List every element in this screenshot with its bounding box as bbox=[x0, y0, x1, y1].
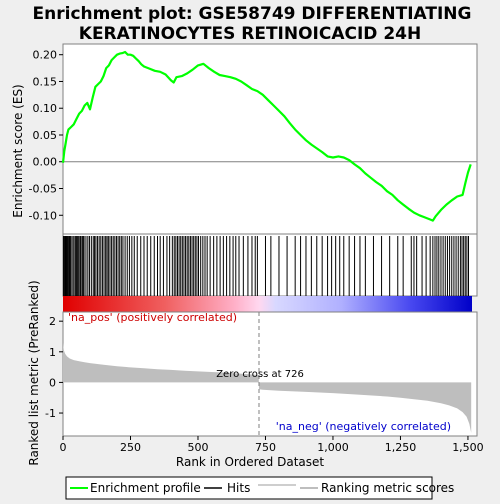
metric-y-tick-label: 1 bbox=[49, 346, 56, 359]
metric-y-tick-label: 2 bbox=[49, 315, 56, 328]
x-axis-label: Rank in Ordered Dataset bbox=[176, 455, 324, 469]
metric-area-layer bbox=[63, 342, 472, 433]
es-y-tick-label: -0.05 bbox=[29, 183, 57, 196]
x-tick-label: 0 bbox=[60, 441, 67, 454]
x-tick-label: 750 bbox=[255, 441, 276, 454]
es-y-tick-label: 0.05 bbox=[33, 129, 58, 142]
enrichment-profile-line bbox=[61, 50, 472, 222]
es-y-tick-label: 0.20 bbox=[33, 49, 58, 62]
es-y-tick-label: 0.00 bbox=[33, 156, 58, 169]
metric-y-axis-label: Ranked list metric (PreRanked) bbox=[27, 280, 41, 465]
x-tick-label: 1,250 bbox=[385, 441, 417, 454]
es-y-tick-label: -0.10 bbox=[29, 209, 57, 222]
hits-layer bbox=[63, 236, 469, 296]
x-axis: 0 250 500 750 1,000 1,250 1,500 bbox=[60, 436, 484, 454]
metric-y-axis: -1 0 1 2 bbox=[45, 315, 63, 420]
legend-label-hits: Hits bbox=[227, 481, 250, 495]
x-tick-label: 1,500 bbox=[452, 441, 484, 454]
chart-title-line1: Enrichment plot: GSE58749 DIFFERENTIATIN… bbox=[33, 4, 472, 24]
x-tick-label: 250 bbox=[120, 441, 141, 454]
chart-title-line2: KERATINOCYTES RETINOICACID 24H bbox=[79, 24, 421, 44]
es-y-tick-label: 0.10 bbox=[33, 102, 58, 115]
metric-y-tick-label: 0 bbox=[49, 376, 56, 389]
es-y-axis-label: Enrichment score (ES) bbox=[11, 84, 25, 217]
ranking-gradient-bar bbox=[63, 296, 472, 312]
es-panel-frame bbox=[62, 43, 478, 235]
es-y-tick-label: 0.15 bbox=[33, 75, 58, 88]
legend-label-enrichment: Enrichment profile bbox=[90, 481, 201, 495]
x-tick-label: 1,000 bbox=[317, 441, 349, 454]
na-neg-label: 'na_neg' (negatively correlated) bbox=[276, 420, 451, 433]
x-tick-label: 500 bbox=[187, 441, 208, 454]
es-line-layer bbox=[61, 50, 472, 222]
zero-cross-label: Zero cross at 726 bbox=[216, 369, 304, 380]
legend-box bbox=[65, 476, 433, 500]
legend-label-ranking: Ranking metric scores bbox=[321, 481, 454, 495]
es-y-axis: -0.10 -0.05 0.00 0.05 0.10 0.15 0.20 bbox=[29, 49, 63, 222]
metric-y-tick-label: -1 bbox=[45, 407, 56, 420]
na-pos-label: 'na_pos' (positively correlated) bbox=[68, 311, 237, 324]
ranking-metric-area bbox=[63, 342, 472, 433]
